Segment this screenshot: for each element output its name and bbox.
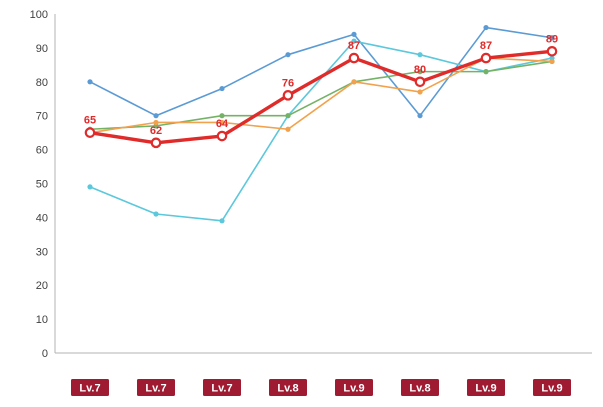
series-orange-marker <box>417 89 423 95</box>
level-badge-label: Lv.7 <box>145 383 166 395</box>
series-blue-marker <box>417 113 423 119</box>
value-label: 80 <box>414 64 426 76</box>
level-badge-label: Lv.9 <box>541 383 562 395</box>
series-red-marker <box>150 137 162 149</box>
level-badge-label: Lv.7 <box>79 383 100 395</box>
value-label: 87 <box>480 40 492 52</box>
level-badge-label: Lv.9 <box>475 383 496 395</box>
y-tick-label: 20 <box>36 280 48 292</box>
series-orange-marker <box>549 58 555 65</box>
value-label: 65 <box>84 115 96 127</box>
series-blue-line <box>89 26 553 117</box>
series-cyan-marker <box>351 38 357 44</box>
y-tick-label: 70 <box>36 111 48 123</box>
series-green-marker <box>285 113 291 119</box>
level-badge-label: Lv.9 <box>343 383 364 395</box>
series-green-marker <box>417 69 423 75</box>
level-badge-label: Lv.7 <box>211 383 232 395</box>
series-blue-marker <box>153 113 159 119</box>
level-badge-label: Lv.8 <box>409 383 430 395</box>
series-blue-marker <box>285 52 291 58</box>
series-red-marker <box>546 45 558 57</box>
value-label: 62 <box>150 125 162 137</box>
level-badge <box>137 379 175 396</box>
level-badge <box>467 379 505 396</box>
level-badge <box>269 379 307 396</box>
level-badge <box>401 379 439 396</box>
level-badge <box>335 379 373 396</box>
series-blue-marker <box>483 24 489 31</box>
y-tick-label: 0 <box>42 348 48 360</box>
series-blue-marker <box>87 79 93 85</box>
level-badge <box>203 379 241 396</box>
series-orange-line <box>89 57 553 134</box>
series-cyan-marker <box>417 52 423 58</box>
level-badge-label: Lv.8 <box>277 383 298 395</box>
series-green-marker <box>483 69 489 75</box>
y-tick-label: 10 <box>36 314 48 326</box>
level-badge <box>71 379 109 396</box>
series-red-marker <box>414 76 426 88</box>
series-orange-marker <box>153 119 159 126</box>
y-tick-label: 100 <box>30 9 48 21</box>
y-tick-label: 30 <box>36 246 48 258</box>
series-orange-marker <box>351 79 357 85</box>
series-cyan-marker <box>87 184 93 190</box>
y-tick-label: 90 <box>36 43 48 55</box>
series-blue-marker <box>219 85 225 92</box>
y-tick-label: 50 <box>36 179 48 191</box>
value-label: 64 <box>216 118 229 130</box>
series-cyan-marker <box>153 211 159 217</box>
series-orange-marker <box>285 126 291 132</box>
series-blue-marker <box>351 31 357 37</box>
y-tick-label: 60 <box>36 145 48 157</box>
series-red-marker <box>84 127 96 138</box>
series-blue-marker <box>549 35 555 41</box>
series-red-marker <box>480 52 492 64</box>
series-red-line <box>88 49 554 145</box>
series-green-marker <box>219 113 225 119</box>
series-red-marker <box>348 52 360 64</box>
value-label: 89 <box>546 33 558 45</box>
series-cyan-marker <box>219 218 225 224</box>
series-orange-marker <box>219 119 225 126</box>
level-badge <box>533 379 571 396</box>
series-red-marker <box>216 130 228 142</box>
value-label: 87 <box>348 40 360 52</box>
value-label: 76 <box>282 77 294 89</box>
y-tick-label: 40 <box>36 212 48 224</box>
y-tick-label: 80 <box>36 77 48 89</box>
series-green-line <box>89 60 553 131</box>
series-red-marker <box>282 90 294 101</box>
